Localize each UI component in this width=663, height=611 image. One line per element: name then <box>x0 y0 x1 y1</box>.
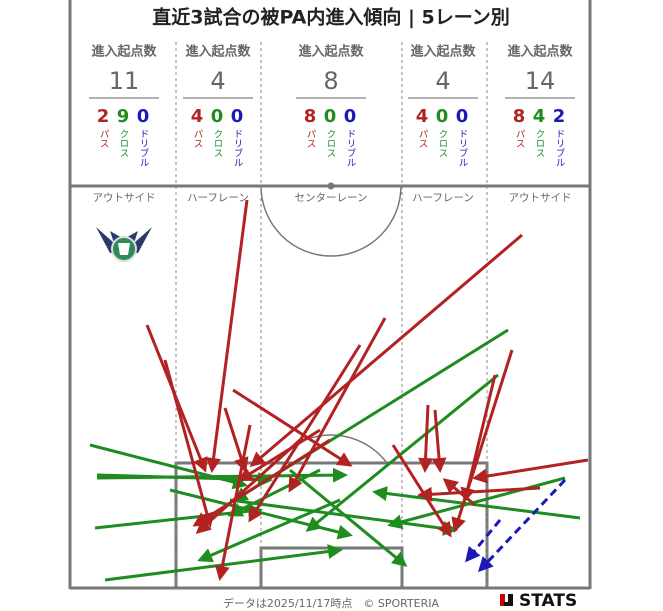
pass-label: パス <box>417 129 429 148</box>
lane-dividers <box>175 42 488 588</box>
header-label: 進入起点数 <box>410 44 476 60</box>
cross-count: 9 <box>117 106 130 127</box>
entry-total: 4 <box>210 67 225 95</box>
pass-arrow <box>223 407 249 473</box>
title: 直近3試合の被PA内進入傾向 | 5レーン別 <box>152 6 510 29</box>
pass-label: パス <box>514 129 526 148</box>
pass-arrow <box>237 428 321 482</box>
cross-count: 0 <box>324 106 337 127</box>
entry-total: 4 <box>435 67 450 95</box>
cross-arrow <box>197 498 341 563</box>
cross-label: クロス <box>534 129 545 158</box>
cross-arrow <box>305 373 499 532</box>
header-label: 進入起点数 <box>298 44 364 60</box>
dribble-label: ドリブル <box>345 129 357 167</box>
cross-arrow <box>227 468 321 517</box>
pass-arrow <box>431 409 447 473</box>
pass-count: 4 <box>191 106 204 127</box>
header-label: 進入起点数 <box>507 44 573 60</box>
pitch <box>68 0 592 590</box>
lane-name: センターレーン <box>295 192 368 204</box>
pass-arrow <box>195 438 302 535</box>
pass-arrow <box>451 349 514 533</box>
header-label: 進入起点数 <box>185 44 251 60</box>
pass-arrow <box>417 486 541 502</box>
dribble-arrow <box>477 478 567 573</box>
cross-arrow <box>372 486 581 520</box>
pass-arrow <box>192 438 331 527</box>
dribble-count: 0 <box>456 106 469 127</box>
brand-logo: STATS <box>500 591 577 611</box>
cross-arrow <box>229 498 458 536</box>
dribble-label: ドリブル <box>554 129 566 167</box>
dribble-count: 0 <box>344 106 357 127</box>
content: 進入起点数112パス9クロス0ドリブルアウトサイド進入起点数44パス0クロス0ド… <box>89 44 589 582</box>
cross-label: クロス <box>325 129 336 158</box>
pass-label: パス <box>192 129 204 148</box>
cross-count: 0 <box>436 106 449 127</box>
pass-label: パス <box>305 129 317 148</box>
pass-label: パス <box>98 129 110 148</box>
dribble-arrow <box>465 519 502 563</box>
pass-arrow <box>442 478 476 507</box>
cross-label: クロス <box>212 129 223 158</box>
dribble-count: 0 <box>231 106 244 127</box>
entry-total: 11 <box>109 67 140 95</box>
footer: データは2025/11/17時点 © SPORTERIA <box>223 596 440 610</box>
pass-arrow <box>288 317 387 493</box>
lane-name: ハーフレーン <box>412 192 474 204</box>
dribble-count: 0 <box>137 106 150 127</box>
pass-arrow <box>232 388 353 467</box>
dribble-label: ドリブル <box>138 129 150 167</box>
entry-total: 14 <box>525 67 556 95</box>
brand: STATS <box>519 591 577 611</box>
pass-count: 2 <box>97 106 110 127</box>
pass-count: 8 <box>304 106 317 127</box>
dribble-label: ドリブル <box>457 129 469 167</box>
team-logo <box>96 227 152 262</box>
cross-label: クロス <box>437 129 448 158</box>
pass-arrow <box>472 458 589 484</box>
cross-label: クロス <box>118 129 129 158</box>
cross-count: 4 <box>533 106 546 127</box>
entry-total: 8 <box>323 67 338 95</box>
pass-count: 4 <box>416 106 429 127</box>
cross-count: 0 <box>211 106 224 127</box>
pass-arrow <box>460 374 497 503</box>
header-label: 進入起点数 <box>91 44 157 60</box>
dribble-label: ドリブル <box>232 129 244 167</box>
pass-arrow <box>163 359 215 528</box>
lane-name: ハーフレーン <box>187 192 249 204</box>
pass-arrow <box>418 404 434 473</box>
lane-name: アウトサイド <box>93 192 156 204</box>
lane-name: アウトサイド <box>509 192 572 204</box>
pass-arrow <box>249 233 523 467</box>
dribble-count: 2 <box>553 106 566 127</box>
pass-count: 8 <box>513 106 526 127</box>
cross-arrow <box>96 467 348 483</box>
cross-arrow <box>387 476 566 530</box>
pass-arrow <box>206 199 249 473</box>
cross-arrow <box>289 468 408 567</box>
pass-arrow <box>248 344 362 523</box>
